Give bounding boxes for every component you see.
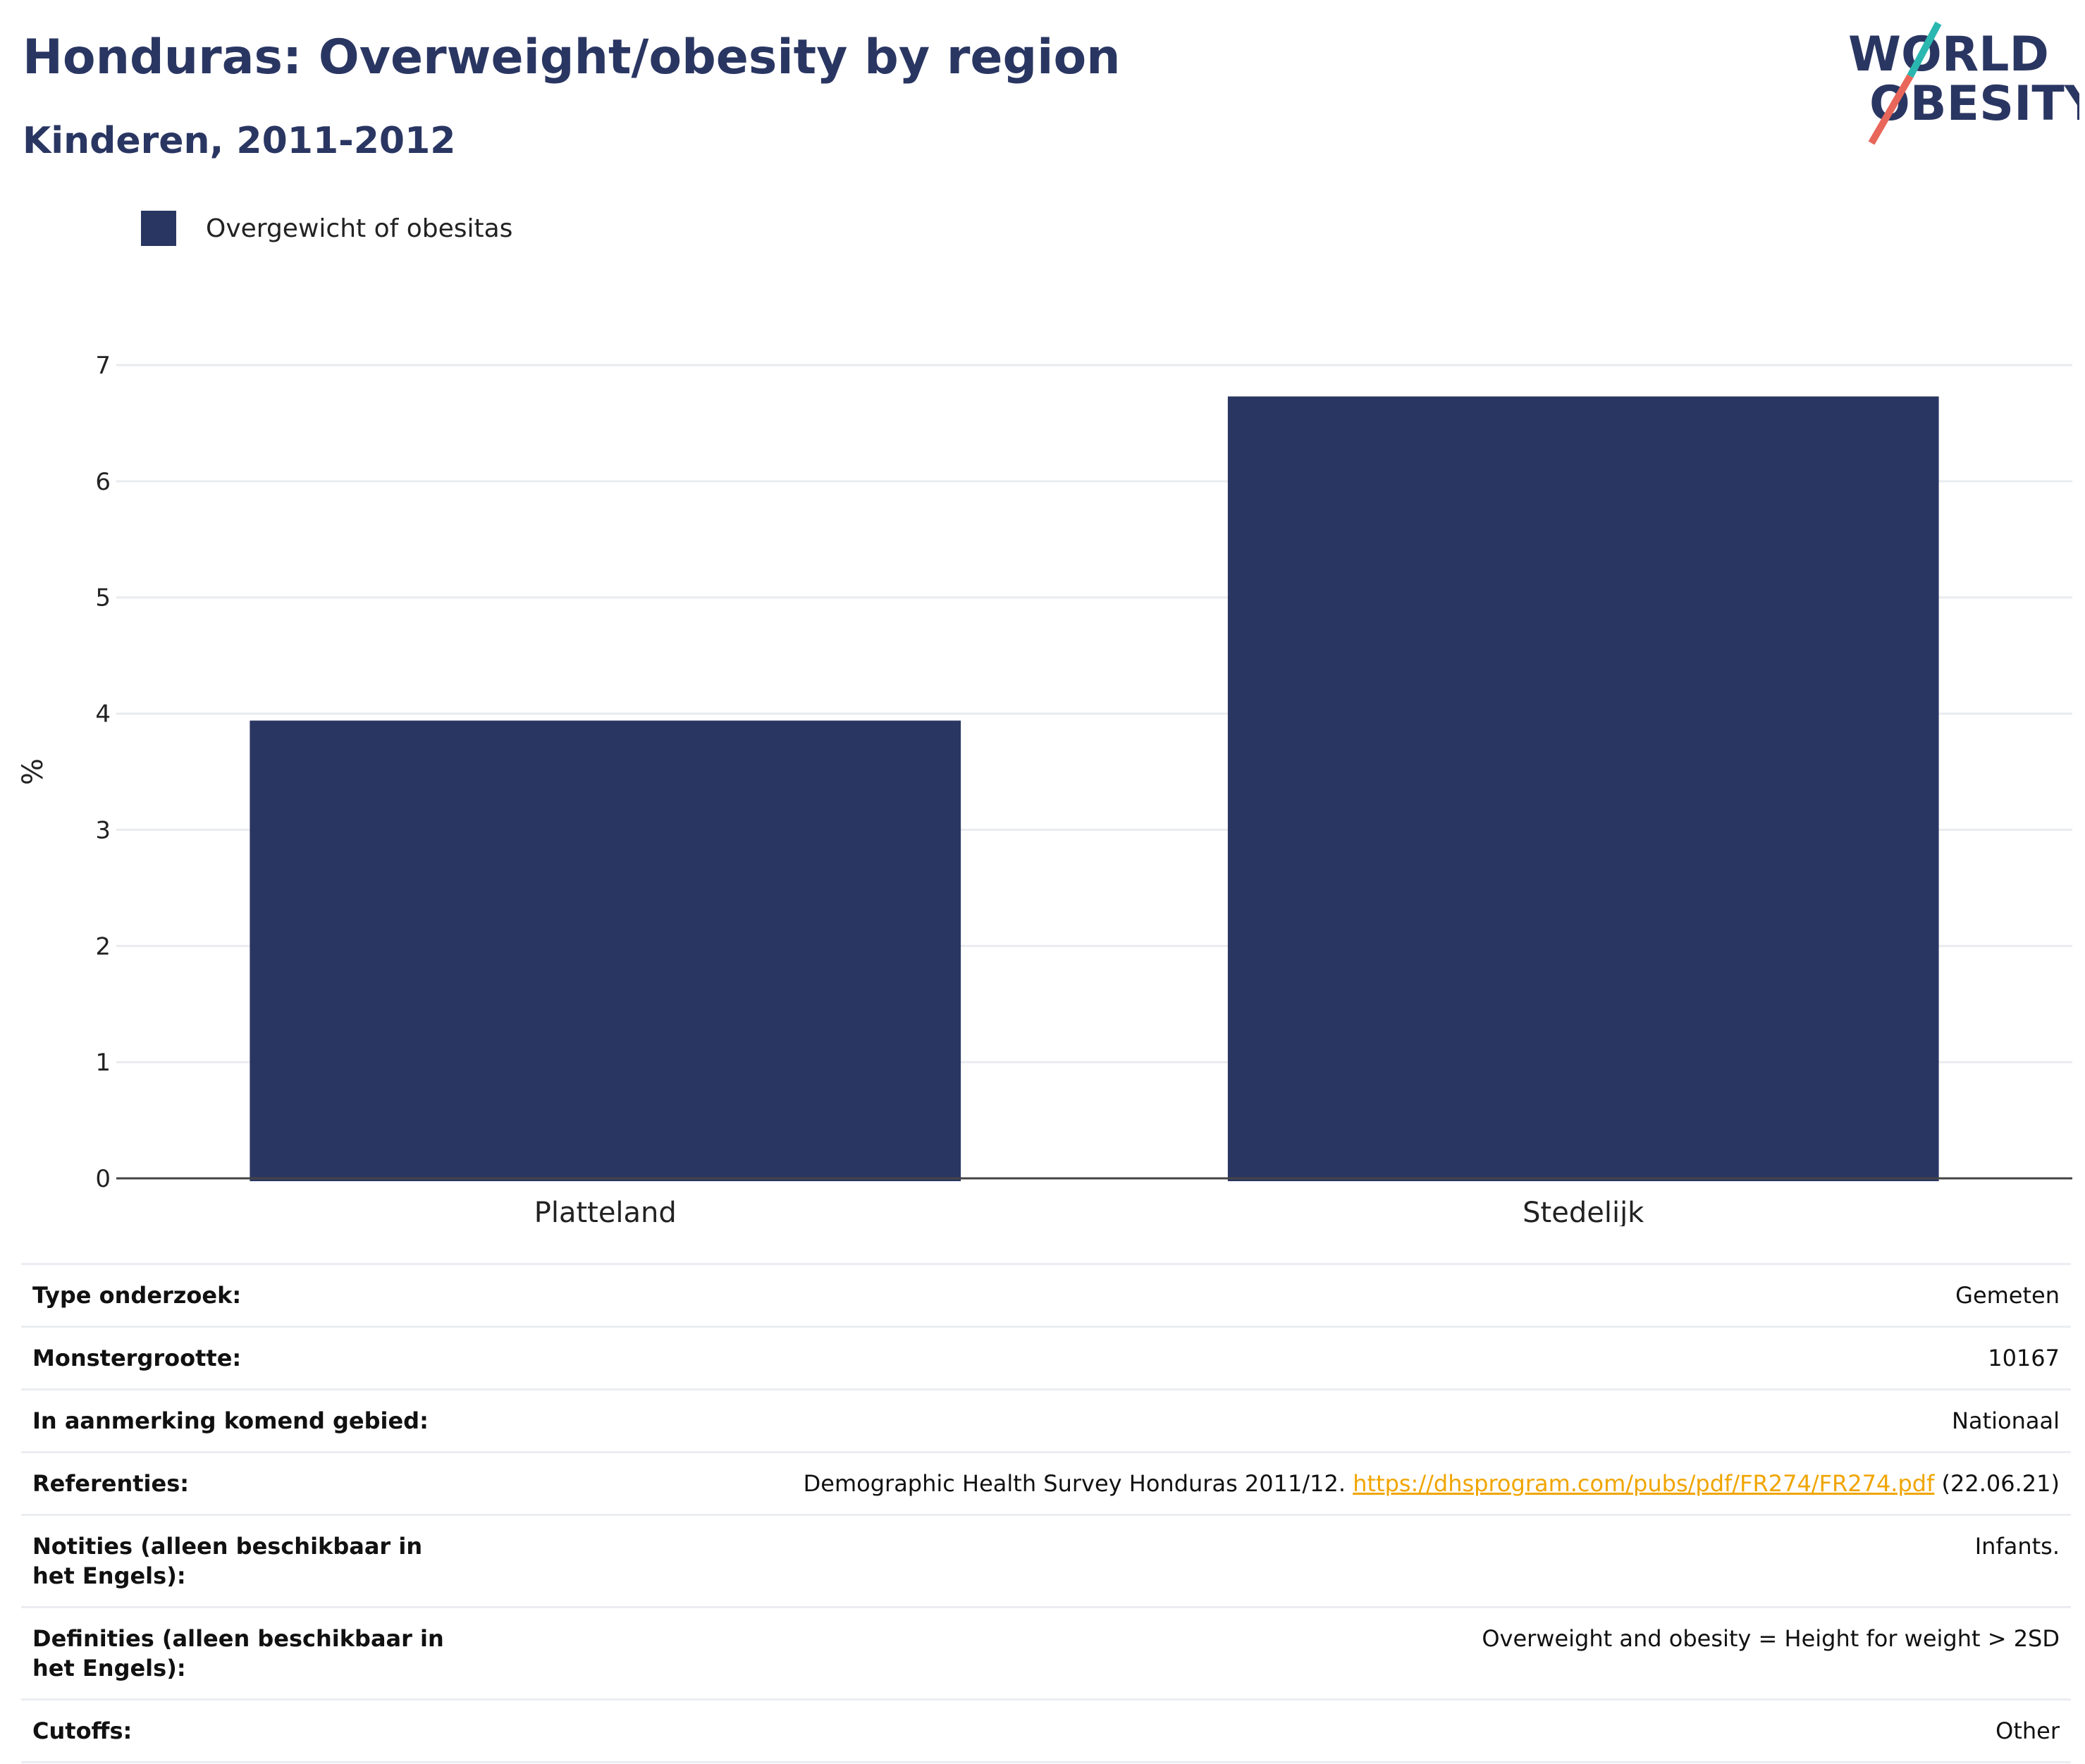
metadata-value: Gemeten [481,1263,2071,1327]
logo-line-1: WORLD [1848,27,2049,82]
reference-link[interactable]: https://dhsprogram.com/pubs/pdf/FR274/FR… [1353,1470,1935,1497]
y-axis-title: % [17,758,49,785]
y-tick-label: 1 [95,1049,111,1077]
metadata-label: Type onderzoek: [21,1263,481,1327]
chart-subtitle: Kinderen, 2011-2012 [23,120,456,162]
legend-label: Overgewicht of obesitas [206,214,513,243]
metadata-label: Monstergrootte: [21,1326,481,1390]
metadata-label: In aanmerking komend gebied: [21,1388,481,1452]
bars [250,396,1939,1181]
metadata-row: Definities (alleen beschikbaar in het En… [21,1606,2071,1700]
y-tick-label: 3 [95,816,111,844]
metadata-row: In aanmerking komend gebied: Nationaal [21,1388,2071,1452]
metadata-value: Other [481,1698,2071,1763]
metadata-label: Definities (alleen beschikbaar in het En… [21,1606,481,1700]
bar-chart: 0 1 2 3 4 5 6 7 Platteland Stedelijk % [17,352,2072,1226]
x-tick-label: Platteland [534,1197,677,1226]
y-tick-label: 4 [95,701,111,729]
metadata-label: Referenties: [21,1451,481,1515]
metadata-row: Referenties: Demographic Health Survey Ho… [21,1451,2071,1515]
chart-title: Honduras: Overweight/obesity by region [23,30,1121,85]
metadata-value: Infants. [481,1514,2071,1608]
y-tick-label: 0 [95,1165,111,1193]
y-tick-label: 6 [95,468,111,496]
logo-line-2: OBESITY [1869,76,2079,132]
metadata-value: Demographic Health Survey Honduras 2011/… [481,1451,2071,1515]
chart-legend[interactable]: Overgewicht of obesitas [141,210,512,247]
y-tick-label: 7 [95,352,111,380]
y-tick-label: 2 [95,932,111,961]
metadata-row: Cutoffs: Other [21,1698,2071,1763]
logo-slash-bottom [1868,74,1914,145]
y-tick-label: 5 [95,584,111,612]
metadata-row: Type onderzoek: Gemeten [21,1263,2071,1327]
bar-platteland[interactable] [250,720,961,1181]
metadata-row: Monstergrootte: 10167 [21,1326,2071,1390]
y-axis-ticks: 0 1 2 3 4 5 6 7 [95,352,111,1193]
metadata-row: Notities (alleen beschikbaar in het Enge… [21,1514,2071,1608]
x-axis-labels: Platteland Stedelijk [534,1197,1644,1226]
legend-swatch [141,211,176,246]
metadata-label: Cutoffs: [21,1698,481,1763]
metadata-table: Type onderzoek: Gemeten Monstergrootte: 101… [21,1263,2071,1763]
x-tick-label: Stedelijk [1523,1197,1644,1226]
metadata-value: Overweight and obesity = Height for weig… [481,1606,2071,1700]
metadata-value: 10167 [481,1326,2071,1390]
logo-slash-top [1907,21,1942,78]
world-obesity-logo: WORLD OBESITY [1848,21,2079,145]
metadata-value: Nationaal [481,1388,2071,1452]
bar-stedelijk[interactable] [1227,396,1939,1181]
metadata-label: Notities (alleen beschikbaar in het Enge… [21,1514,481,1608]
